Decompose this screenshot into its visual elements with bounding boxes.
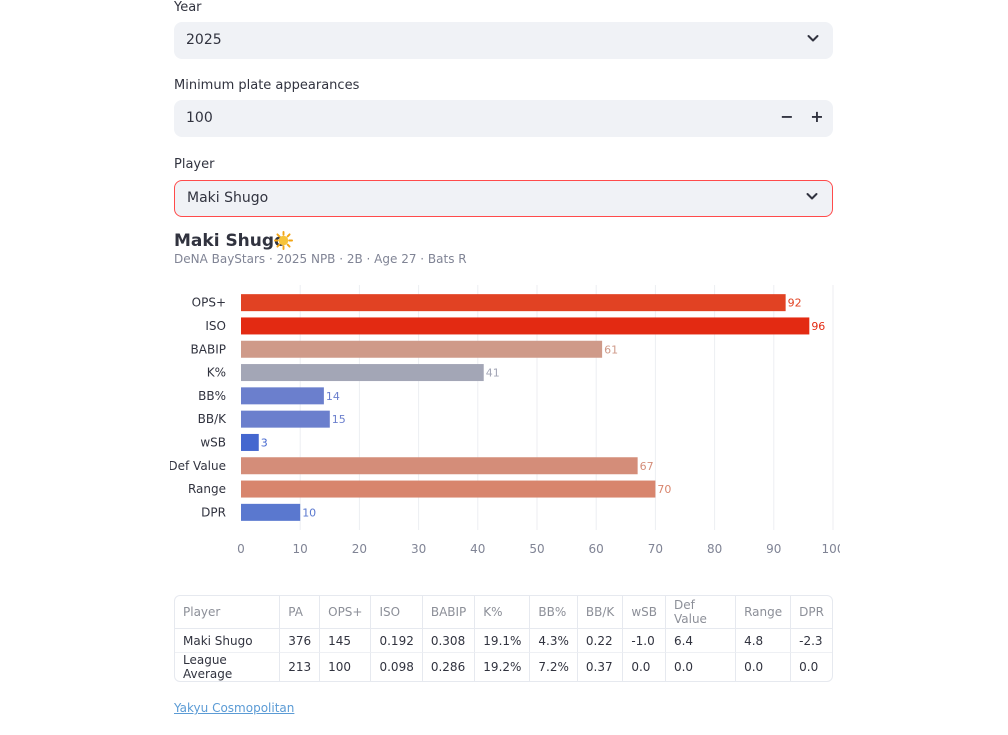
x-tick-label: 0 xyxy=(237,542,245,556)
bar-value-label: 3 xyxy=(261,436,268,449)
y-category-label: BB% xyxy=(198,389,226,403)
column-header: BB/K xyxy=(577,596,624,629)
table-row: Maki Shugo 376 145 0.192 0.308 19.1% 4.3% 0.22-… xyxy=(175,629,832,653)
bar-value-label: 41 xyxy=(486,367,500,380)
table-cell: 7.2% xyxy=(530,653,578,681)
bar xyxy=(241,317,810,335)
bar xyxy=(241,503,301,521)
table-cell: 0.098 xyxy=(371,653,423,681)
bar-value-label: 14 xyxy=(326,390,340,403)
chevron-down-icon xyxy=(806,193,818,200)
table-cell: 376 xyxy=(280,629,321,653)
stats-table: Player PA OPS+ ISO BABIP K% BB% BB/K wSB Def Valu… xyxy=(174,595,833,682)
player-percentile-bar-chart: 0 10 20 30 40 50 60 70 80 90 100 OPS+ 92 ISO 96 BABIP 61… xyxy=(170,285,840,556)
x-tick-label: 20 xyxy=(352,542,367,556)
table-cell: 6.4 xyxy=(665,629,737,653)
y-category-label: DPR xyxy=(201,505,226,519)
y-category-label: Def Value xyxy=(170,459,226,473)
table-cell: 4.3% xyxy=(530,629,578,653)
y-category-label: Range xyxy=(188,482,226,496)
table-cell: 0.0 xyxy=(623,653,666,681)
player-value: Maki Shugo xyxy=(187,190,269,206)
x-tick-label: 70 xyxy=(648,542,663,556)
x-tick-label: 50 xyxy=(529,542,544,556)
table-row: League Average 213 100 0.098 0.286 19.2% 7.2% 0… xyxy=(175,653,832,681)
table-cell: 0.37 xyxy=(578,653,624,681)
table-cell: 0.22 xyxy=(577,629,624,653)
bar xyxy=(241,387,324,405)
table-header-row: Player PA OPS+ ISO BABIP K% BB% BB/K wSB Def Valu… xyxy=(175,596,832,629)
column-header: PA xyxy=(280,596,321,629)
y-category-label: ISO xyxy=(205,319,226,333)
bar-value-label: 92 xyxy=(788,297,802,310)
table-cell: 100 xyxy=(320,653,372,681)
bar xyxy=(241,410,330,428)
column-header: Player xyxy=(175,596,281,629)
decrement-button[interactable]: − xyxy=(780,107,794,126)
table-cell: Maki Shugo xyxy=(175,629,281,653)
table-cell: -1.0 xyxy=(623,629,666,653)
min-pa-value[interactable]: 100 xyxy=(186,110,213,126)
table-cell: -2.3 xyxy=(791,629,832,653)
player-subtitle: DeNA BayStars · 2025 NPB · 2B · Age 27 ·… xyxy=(174,252,467,266)
bar-value-label: 70 xyxy=(657,483,671,496)
y-category-label: BB/K xyxy=(198,412,228,426)
bar xyxy=(241,433,259,451)
bar xyxy=(241,364,484,382)
column-header: wSB xyxy=(623,596,666,629)
bar-value-label: 10 xyxy=(302,506,316,519)
chevron-down-icon xyxy=(807,35,819,42)
bar-value-label: 15 xyxy=(332,413,346,426)
player-select[interactable]: Maki Shugo xyxy=(174,180,833,217)
table-cell: 4.8 xyxy=(736,629,792,653)
table-cell: 213 xyxy=(280,653,321,681)
x-tick-label: 80 xyxy=(707,542,722,556)
table-cell: 19.1% xyxy=(475,629,531,653)
x-tick-label: 30 xyxy=(411,542,426,556)
bar xyxy=(241,480,656,498)
player-name-heading: Maki Shugo xyxy=(174,231,286,251)
y-category-label: BABIP xyxy=(191,342,226,356)
bar xyxy=(241,340,603,358)
y-category-label: wSB xyxy=(200,435,226,449)
column-header: BABIP xyxy=(422,596,476,629)
min-pa-label: Minimum plate appearances xyxy=(174,78,360,93)
x-tick-label: 40 xyxy=(470,542,485,556)
y-category-label: K% xyxy=(207,366,226,380)
column-header: DPR xyxy=(791,596,832,629)
year-label: Year xyxy=(174,0,202,15)
table-cell: 0.0 xyxy=(799,660,819,674)
footer-link[interactable]: Yakyu Cosmopolitan xyxy=(174,701,295,715)
table-cell: 19.2% xyxy=(475,653,531,681)
column-header: OPS+ xyxy=(320,596,372,629)
x-tick-label: 90 xyxy=(766,542,781,556)
table-cell: 0.0 xyxy=(736,653,792,681)
increment-button[interactable]: + xyxy=(810,107,824,126)
column-header: ISO xyxy=(371,596,423,629)
bar-value-label: 96 xyxy=(811,320,825,333)
year-select[interactable]: 2025 xyxy=(174,22,833,59)
player-label: Player xyxy=(174,157,215,172)
table-cell: 0.286 xyxy=(423,653,476,681)
table-cell: 145 xyxy=(320,629,372,653)
table-cell: 0.308 xyxy=(422,629,476,653)
column-header: K% xyxy=(475,596,531,629)
min-pa-input[interactable]: 100 − + xyxy=(174,100,833,137)
table-cell: 0.0 xyxy=(666,653,737,681)
bar-value-label: 61 xyxy=(604,343,618,356)
table-cell: League Average xyxy=(175,653,281,681)
table-cell: 0.192 xyxy=(371,629,423,653)
year-value: 2025 xyxy=(186,32,222,48)
column-header: BB% xyxy=(530,596,578,629)
sun-icon xyxy=(274,231,293,250)
x-tick-label: 60 xyxy=(589,542,604,556)
bar xyxy=(241,457,638,475)
bar xyxy=(241,294,786,312)
column-header: Range xyxy=(736,596,792,629)
column-header: Def Value xyxy=(665,596,737,629)
x-tick-label: 100 xyxy=(822,542,840,556)
bar-value-label: 67 xyxy=(640,460,654,473)
x-tick-label: 10 xyxy=(293,542,308,556)
y-category-label: OPS+ xyxy=(192,296,226,310)
